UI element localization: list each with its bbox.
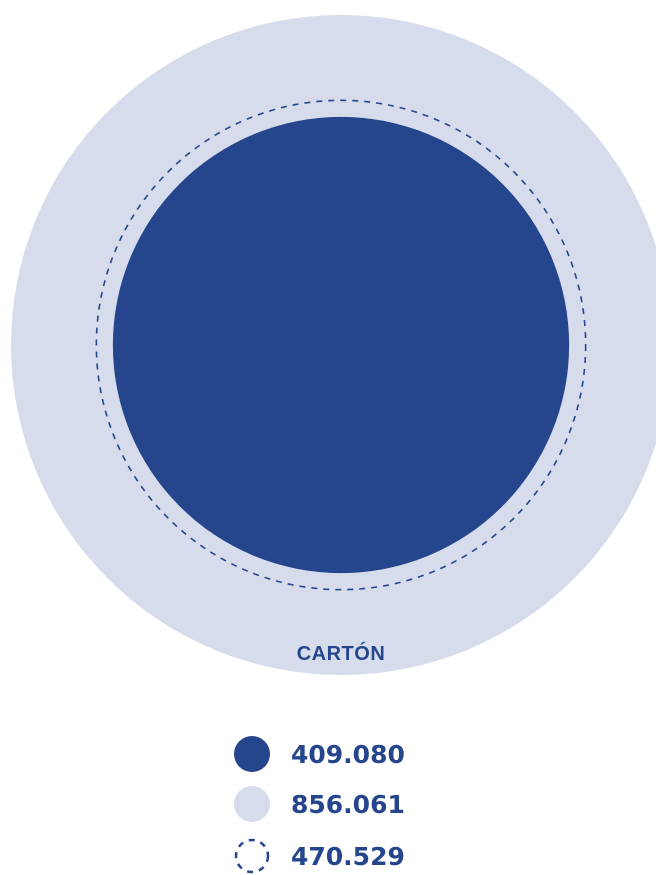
legend-label-inner: 409.080 [291, 740, 405, 769]
legend-label-dashed: 470.529 [291, 842, 405, 871]
circle-dashed [95, 99, 587, 591]
legend-label-outer: 856.061 [291, 790, 405, 819]
circle-inner [112, 116, 570, 574]
category-label: CARTÓN [297, 641, 386, 665]
legend-swatch-dashed [234, 838, 270, 874]
legend-swatch-outer [234, 786, 270, 822]
circle-group [11, 15, 656, 675]
legend-swatch-inner [234, 736, 270, 772]
legend: 409.080 856.061 470.529 [234, 736, 405, 874]
